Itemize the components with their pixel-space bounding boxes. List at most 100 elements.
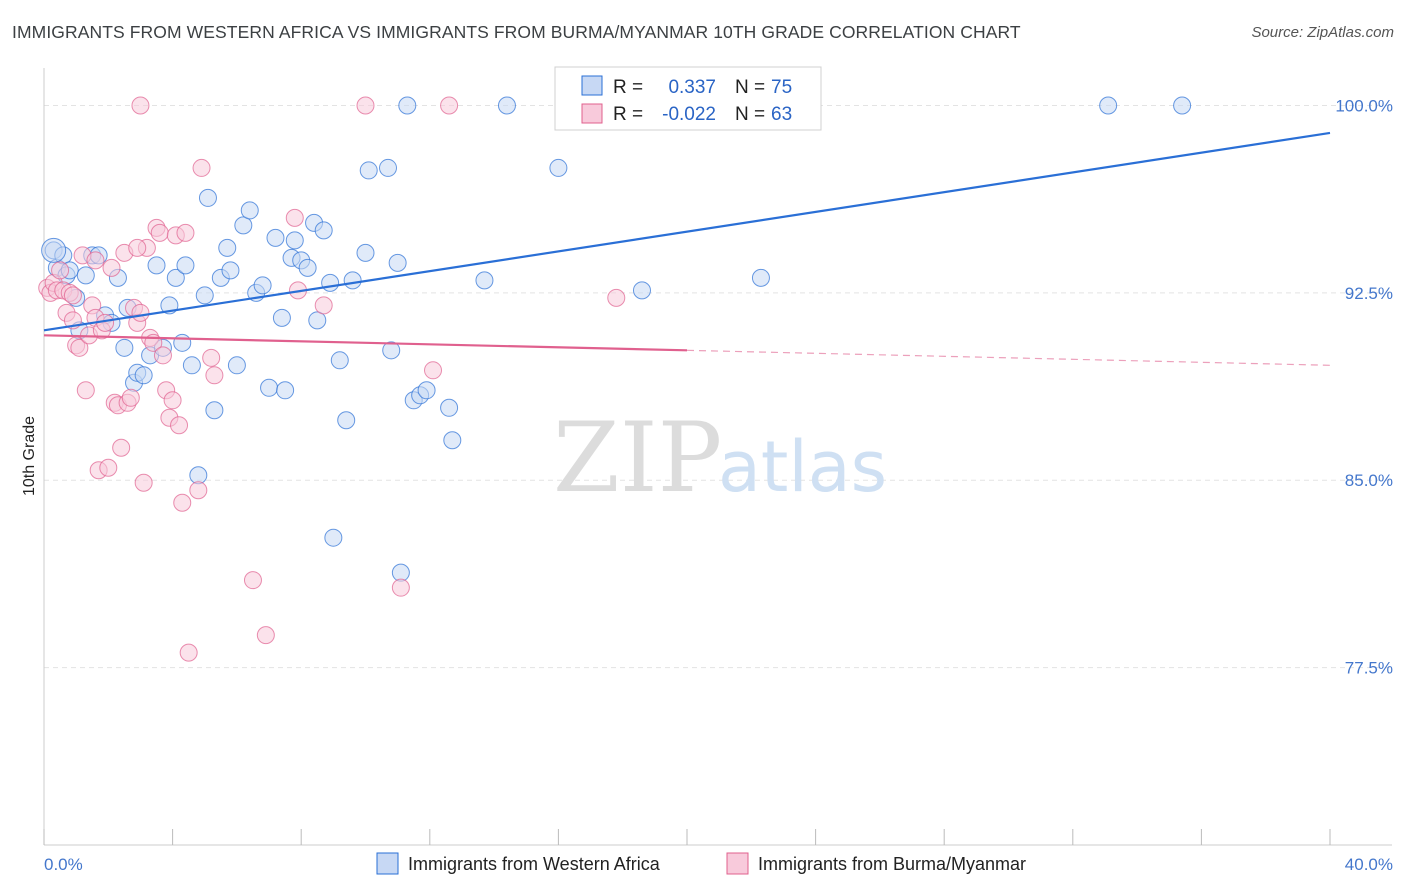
legend-n-value-2: 63 xyxy=(771,104,792,125)
data-point xyxy=(330,351,349,370)
data-point xyxy=(343,271,362,290)
watermark-zip: ZIP xyxy=(553,402,722,514)
x-tick-label: 40.0% xyxy=(1345,855,1393,874)
y-axis-title: 10th Grade xyxy=(21,416,38,496)
data-point xyxy=(115,338,134,357)
data-point xyxy=(285,208,304,227)
data-point xyxy=(170,416,189,435)
data-point xyxy=(234,216,253,235)
data-point xyxy=(388,253,407,272)
data-point xyxy=(1173,96,1192,115)
data-point xyxy=(182,356,201,375)
bottom-legend-swatch-pink xyxy=(726,852,749,875)
x-tick-labels: 0.0% 40.0% xyxy=(44,855,1393,874)
y-tick-label: 100.0% xyxy=(1335,96,1393,115)
watermark-atlas: atlas xyxy=(718,426,887,508)
series-burma-myanmar xyxy=(38,96,626,662)
chart-title: IMMIGRANTS FROM WESTERN AFRICA VS IMMIGR… xyxy=(12,22,1021,42)
bottom-legend: Immigrants from Western Africa Immigrant… xyxy=(376,852,1026,875)
data-point xyxy=(607,288,626,307)
data-point xyxy=(398,96,417,115)
data-point xyxy=(195,286,214,305)
data-point xyxy=(314,221,333,240)
data-point xyxy=(314,296,333,315)
data-point xyxy=(443,431,462,450)
legend-n-value-1: 75 xyxy=(771,77,792,98)
data-point xyxy=(240,201,259,220)
data-point xyxy=(440,398,459,417)
legend-n-label-2: N = xyxy=(735,104,765,125)
data-point xyxy=(176,223,195,242)
legend-n-label-1: N = xyxy=(735,77,765,98)
data-point xyxy=(356,96,375,115)
data-point xyxy=(192,158,211,177)
data-point xyxy=(173,493,192,512)
legend-r-value-2: -0.022 xyxy=(662,104,716,125)
bottom-legend-label-burma-myanmar: Immigrants from Burma/Myanmar xyxy=(758,854,1026,874)
data-point xyxy=(99,458,118,477)
data-point xyxy=(356,243,375,262)
data-point xyxy=(308,311,327,330)
bottom-legend-label-western-africa: Immigrants from Western Africa xyxy=(408,854,661,874)
data-point xyxy=(147,256,166,275)
data-point xyxy=(202,348,221,367)
data-point xyxy=(150,223,169,242)
data-point xyxy=(205,401,224,420)
bottom-legend-swatch-blue xyxy=(376,852,399,875)
data-point xyxy=(497,96,516,115)
data-point xyxy=(131,96,150,115)
data-point xyxy=(134,366,153,385)
data-point xyxy=(272,308,291,327)
data-point xyxy=(76,381,95,400)
data-point xyxy=(382,341,401,360)
data-point xyxy=(173,333,192,352)
data-point xyxy=(285,231,304,250)
data-point xyxy=(128,238,147,257)
axes xyxy=(43,68,1392,846)
data-point xyxy=(1099,96,1118,115)
legend-swatch-pink xyxy=(581,103,603,124)
data-point xyxy=(751,268,770,287)
y-tick-labels: 77.5% 85.0% 92.5% 100.0% xyxy=(1335,96,1393,677)
data-point xyxy=(179,643,198,662)
data-point xyxy=(102,258,121,277)
trend-line xyxy=(43,334,688,352)
data-point xyxy=(632,281,651,300)
data-point xyxy=(134,473,153,492)
data-point xyxy=(253,276,272,295)
watermark: ZIP atlas xyxy=(553,402,887,514)
data-point xyxy=(221,261,240,280)
data-point xyxy=(475,271,494,290)
legend-r-value-1: 0.337 xyxy=(668,77,716,98)
data-point xyxy=(337,411,356,430)
y-tick-label: 92.5% xyxy=(1345,284,1393,303)
data-point xyxy=(131,303,150,322)
data-point xyxy=(112,438,131,457)
data-point xyxy=(379,158,398,177)
data-point xyxy=(163,391,182,410)
data-point xyxy=(276,381,295,400)
data-point xyxy=(391,563,410,582)
data-point xyxy=(324,528,343,547)
data-point xyxy=(321,273,340,292)
data-point xyxy=(424,361,443,380)
trend-lines xyxy=(43,131,1331,366)
data-point xyxy=(218,238,237,257)
data-point xyxy=(205,366,224,385)
y-tick-label: 85.0% xyxy=(1345,471,1393,490)
data-point xyxy=(549,158,568,177)
data-point xyxy=(86,251,105,270)
data-point xyxy=(70,338,89,357)
data-point xyxy=(166,268,185,287)
x-tick-label: 0.0% xyxy=(44,855,83,874)
data-point xyxy=(153,346,172,365)
trend-line xyxy=(43,131,1331,332)
legend-r-label-1: R = xyxy=(613,77,643,98)
data-point xyxy=(298,258,317,277)
data-point xyxy=(260,378,279,397)
legend: R = 0.337 N = 75 R = -0.022 N = 63 xyxy=(554,66,822,131)
trend-line-extension xyxy=(686,349,1331,366)
data-point xyxy=(198,188,217,207)
data-point xyxy=(227,356,246,375)
data-point xyxy=(256,626,275,645)
